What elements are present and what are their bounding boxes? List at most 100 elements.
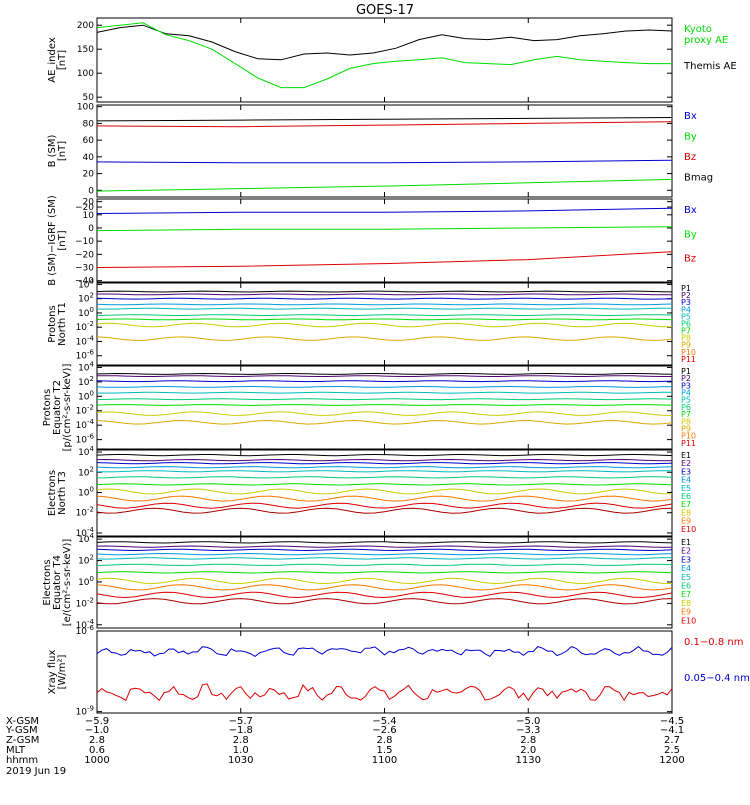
series-line — [96, 24, 673, 61]
y-tick-label: 102 — [78, 375, 94, 388]
x-tick-label: 0.6 — [89, 745, 105, 756]
x-tick-label: 1130 — [516, 755, 541, 766]
series-line — [96, 318, 673, 321]
x-tick-label: 2.8 — [89, 735, 105, 746]
x-tick-label: −1.0 — [85, 725, 109, 736]
y-tick-label: 100 — [77, 103, 94, 113]
legend-entry: E3 — [681, 555, 691, 564]
series-line — [96, 571, 673, 574]
y-tick-label: 50 — [83, 93, 95, 103]
series-line — [96, 557, 672, 560]
legend-entry: E6 — [681, 582, 691, 591]
legend-entry: E2 — [681, 547, 691, 556]
x-axis-row-label: MLT — [6, 745, 26, 756]
panel-bsm — [96, 104, 673, 208]
legend-entry: P8 — [681, 417, 691, 426]
legend-entry: Bz — [684, 254, 696, 265]
series-line — [96, 391, 672, 394]
legend-entry: P6 — [681, 319, 691, 328]
series-line — [97, 293, 672, 296]
series-line — [96, 251, 673, 268]
legend-entry: P7 — [681, 410, 691, 419]
series-line — [96, 385, 673, 388]
series-line — [96, 462, 673, 465]
series-line — [96, 545, 673, 548]
series-line — [96, 502, 673, 509]
y-axis-label: B (SM)−IGRF (SM)[nT] — [47, 195, 68, 286]
series-line — [96, 22, 672, 89]
x-tick-label: −3.3 — [516, 725, 540, 736]
y-tick-label: 150 — [77, 45, 94, 55]
x-axis-row-label: Z-GSM — [6, 735, 39, 746]
series-line — [96, 226, 673, 232]
y-tick-label: −40 — [75, 277, 94, 287]
series-line — [96, 598, 673, 605]
y-tick-label: −20 — [75, 203, 94, 213]
panel-frame — [96, 198, 673, 283]
legend-entry: E4 — [681, 476, 691, 485]
panel-ae — [96, 17, 673, 103]
y-tick-label: 10-4 — [76, 526, 95, 539]
x-tick-label: 1100 — [372, 755, 397, 766]
y-tick-label: 10-9 — [76, 705, 94, 718]
x-tick-label: 2.8 — [377, 735, 393, 746]
x-tick-label: −2.6 — [372, 725, 396, 736]
y-axis-label: ElectronsNorth T3 — [47, 470, 68, 516]
y-tick-label: −20 — [75, 250, 94, 260]
panel-protons_t2 — [96, 365, 673, 450]
legend-entry: By — [684, 229, 697, 240]
legend-entry: E7 — [681, 500, 691, 509]
series-line — [96, 297, 673, 300]
y-tick-label: 100 — [78, 485, 94, 498]
page-title: GOES-17 — [356, 3, 414, 18]
y-tick-label: 0 — [88, 224, 94, 234]
x-tick-label: 1.0 — [233, 745, 249, 756]
series-line — [96, 178, 673, 192]
series-line — [96, 380, 673, 383]
series-line — [96, 404, 673, 406]
legend-entry: P1 — [681, 367, 691, 376]
series-line — [96, 336, 673, 341]
y-tick-label: 100 — [78, 389, 94, 402]
series-line — [96, 207, 673, 214]
date-label: 2019 Jun 19 — [6, 766, 66, 777]
legend-entry: E4 — [681, 564, 691, 573]
legend-entry: Bmag — [684, 173, 713, 184]
series-line — [96, 411, 673, 416]
series-line — [96, 577, 672, 585]
x-tick-label: −5.7 — [229, 716, 253, 727]
series-line — [96, 591, 673, 599]
series-line — [97, 375, 672, 377]
y-tick-label: 80 — [83, 119, 95, 129]
legend-entry: P4 — [681, 305, 691, 314]
y-tick-label: 10-4 — [76, 418, 95, 431]
legend-entry: E1 — [681, 538, 691, 547]
legend-entry: E9 — [681, 517, 691, 526]
legend-entry: P6 — [681, 403, 691, 412]
legend-entry: E6 — [681, 492, 691, 501]
x-tick-label: 2.8 — [233, 735, 249, 746]
x-tick-label: −5.0 — [516, 716, 540, 727]
legend-entry: E2 — [681, 459, 691, 468]
legend-entry: 0.1−0.8 nm — [684, 637, 743, 648]
y-tick-label: 0 — [88, 186, 94, 196]
series-line — [96, 398, 673, 401]
legend-entry: P9 — [681, 424, 691, 433]
y-tick-label: 10-2 — [76, 320, 94, 333]
series-line — [96, 470, 672, 473]
y-tick-label: 200 — [77, 21, 94, 31]
x-tick-label: 1000 — [84, 755, 109, 766]
series-line — [96, 419, 673, 425]
legend-entry: E10 — [681, 616, 696, 625]
x-tick-label: 2.7 — [664, 735, 680, 746]
series-line — [96, 307, 672, 310]
series-line — [96, 507, 673, 514]
series-line — [96, 563, 673, 566]
series-line — [96, 476, 673, 479]
series-line — [96, 314, 673, 316]
legend-entry: E1 — [681, 451, 691, 460]
y-axis-label: ElectronsEquator T4[e/(cm²-s-sr-keV)] — [42, 539, 73, 627]
legend-entry: E9 — [681, 608, 691, 617]
y-axis-label: ProtonsEquator T2[p/(cm²-s-sr-keV)] — [42, 364, 73, 452]
